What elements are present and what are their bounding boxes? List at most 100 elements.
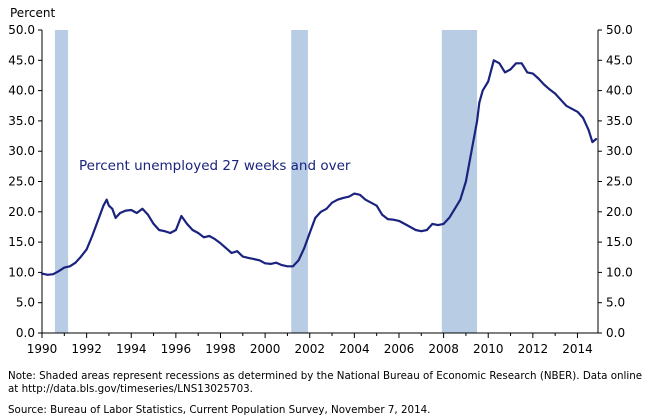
data-point [370, 201, 372, 204]
data-point [46, 273, 49, 276]
data-point [241, 255, 244, 258]
data-point [96, 219, 99, 222]
data-point [582, 116, 584, 119]
data-point [386, 218, 389, 220]
data-point [342, 196, 345, 199]
data-point [409, 226, 412, 228]
data-point [336, 198, 339, 201]
data-point [141, 207, 144, 210]
unemployment-duration-chart: 0.0 5.0 10.0 15.0 20.0 25.0 30.0 35.0 40.0 45.0 50… [8, 6, 633, 356]
x-tick-label: 1990 [27, 342, 58, 356]
right-y-tick-label: 30.0 [606, 144, 633, 158]
data-point [111, 207, 114, 210]
data-point [448, 216, 451, 219]
data-point [414, 229, 417, 231]
x-tick-label: 2000 [250, 342, 281, 356]
data-point [459, 198, 462, 201]
data-point [174, 229, 177, 231]
recession-band-1 [54, 30, 69, 333]
data-point [236, 250, 239, 253]
data-point [63, 266, 66, 269]
data-point [325, 207, 328, 210]
recession-band-2 [291, 30, 308, 333]
data-point [52, 273, 55, 276]
data-point [297, 259, 300, 262]
data-point [119, 212, 121, 214]
data-point [526, 71, 529, 74]
data-point [453, 207, 456, 210]
data-point [347, 195, 350, 198]
data-point [135, 212, 138, 214]
right-y-tick-label: 0.0 [606, 326, 625, 340]
data-point [559, 98, 562, 101]
data-point [375, 204, 378, 207]
data-point [163, 230, 166, 233]
data-point [152, 223, 155, 225]
data-point [442, 223, 445, 225]
series-line-1 [40, 59, 598, 276]
data-point [253, 258, 255, 260]
data-point [364, 198, 367, 201]
x-tick-label: 2008 [428, 342, 459, 356]
recession-band-3 [441, 30, 478, 333]
series-annotation: Percent unemployed 27 weeks and over [79, 158, 351, 174]
data-point [225, 247, 227, 250]
left-y-tick-label: 25.0 [8, 175, 35, 189]
data-point [41, 272, 43, 275]
axes-group [38, 29, 602, 338]
data-point [425, 229, 428, 231]
data-point [595, 138, 597, 140]
data-point [359, 193, 361, 196]
right-y-tick-labels: 0.0 5.0 10.0 15.0 20.0 25.0 30.0 35.0 40.0 45.0 50… [606, 23, 633, 340]
data-point [247, 256, 250, 259]
data-point [481, 89, 484, 92]
right-y-tick-label: 25.0 [606, 175, 633, 189]
data-point [208, 235, 211, 237]
data-point [487, 80, 490, 83]
data-point [478, 101, 481, 104]
data-point [169, 232, 172, 234]
right-y-tick-label: 35.0 [606, 114, 633, 128]
data-point [158, 229, 161, 231]
data-point [186, 223, 188, 225]
data-point [509, 68, 512, 71]
data-point [102, 204, 105, 207]
data-point [437, 224, 439, 227]
data-point [381, 213, 384, 216]
data-point [554, 92, 557, 95]
data-point [105, 198, 108, 201]
data-point [214, 238, 216, 240]
left-y-tick-label: 15.0 [8, 235, 35, 249]
left-y-tick-label: 5.0 [16, 296, 35, 310]
data-point [314, 216, 317, 219]
x-tick-labels: 1990 1992 1994 1996 1998 2000 2002 2004 2006 2008… [27, 342, 593, 356]
left-y-tick-label: 30.0 [8, 144, 35, 158]
data-point [392, 218, 395, 221]
right-y-tick-label: 5.0 [606, 296, 625, 310]
data-point [353, 192, 356, 195]
data-point [269, 263, 272, 265]
series-group [40, 59, 598, 276]
data-point [548, 88, 551, 91]
data-point [403, 223, 406, 225]
data-point [286, 265, 289, 268]
x-tick-label: 2010 [473, 342, 504, 356]
data-point [230, 252, 233, 254]
right-y-tick-label: 15.0 [606, 235, 633, 249]
left-y-tick-label: 50.0 [8, 23, 35, 37]
x-tick-label: 2012 [518, 342, 549, 356]
recession-shading-group [54, 30, 478, 333]
x-tick-label: 1996 [161, 342, 192, 356]
left-y-tick-label: 0.0 [16, 326, 35, 340]
data-point [531, 72, 534, 75]
x-tick-label: 2014 [562, 342, 593, 356]
x-tick-label: 2004 [339, 342, 370, 356]
data-point [303, 247, 306, 250]
right-y-tick-label: 50.0 [606, 23, 633, 37]
data-point [319, 210, 322, 213]
data-point [91, 235, 94, 237]
data-point [114, 216, 117, 219]
x-tick-label: 2002 [294, 342, 325, 356]
data-point [68, 265, 71, 268]
data-point [515, 62, 518, 65]
